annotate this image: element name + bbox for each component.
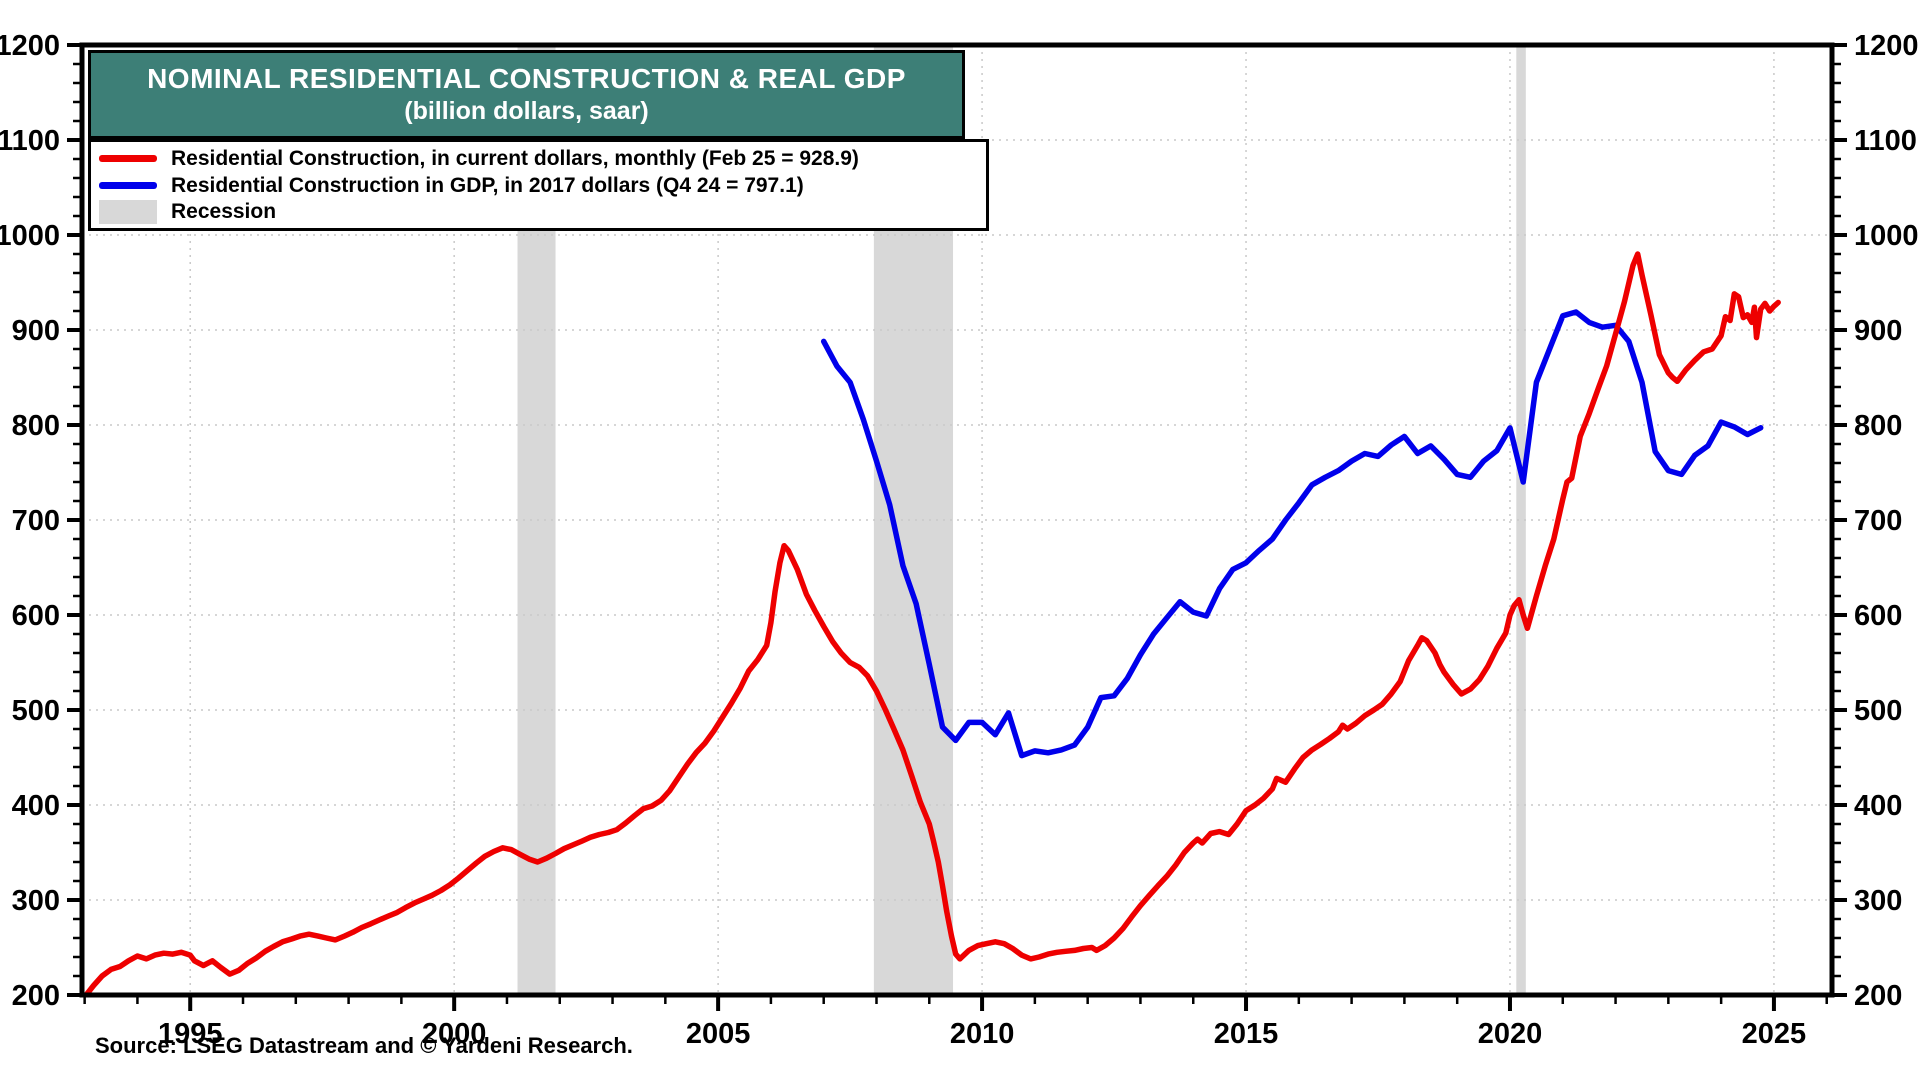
legend-label: Residential Construction, in current dol… (171, 146, 859, 170)
legend: Residential Construction, in current dol… (88, 139, 989, 231)
x-axis-label: 2010 (950, 1018, 1015, 1050)
y-axis-label-left: 700 (12, 505, 60, 537)
legend-item-blue-series: Residential Construction in GDP, in 2017… (99, 173, 978, 198)
y-axis-label-right: 1200 (1854, 30, 1919, 62)
y-axis-label-left: 500 (12, 695, 60, 727)
y-axis-label-left: 800 (12, 410, 60, 442)
chart-title: NOMINAL RESIDENTIAL CONSTRUCTION & REAL … (147, 63, 906, 94)
y-axis-label-left: 600 (12, 600, 60, 632)
x-axis-label: 2015 (1214, 1018, 1279, 1050)
y-axis-label-right: 400 (1854, 790, 1902, 822)
y-axis-label-right: 700 (1854, 505, 1902, 537)
y-axis-label-left: 200 (12, 980, 60, 1012)
legend-item-red-series: Residential Construction, in current dol… (99, 146, 978, 171)
y-axis-label-right: 900 (1854, 315, 1902, 347)
legend-item-recession: Recession (99, 199, 978, 224)
x-axis-label: 1995 (158, 1018, 223, 1050)
legend-label: Recession (171, 200, 277, 224)
y-axis-label-left: 1200 (0, 30, 60, 62)
y-axis-label-right: 200 (1854, 980, 1902, 1012)
blue-line-swatch-icon (99, 181, 157, 189)
y-axis-label-left: 1100 (0, 125, 60, 157)
y-axis-label-right: 800 (1854, 410, 1902, 442)
y-axis-label-right: 300 (1854, 885, 1902, 917)
y-axis-label-left: 900 (12, 315, 60, 347)
chart-subtitle: (billion dollars, saar) (404, 97, 649, 125)
x-axis-label: 2020 (1478, 1018, 1543, 1050)
recession-band-swatch-icon (99, 199, 157, 224)
x-axis-label: 2005 (686, 1018, 751, 1050)
x-axis-label: 2025 (1742, 1018, 1807, 1050)
chart-title-box: NOMINAL RESIDENTIAL CONSTRUCTION & REAL … (88, 50, 965, 139)
series-red-line (82, 251, 1781, 995)
source-attribution: Source: LSEG Datastream and © Yardeni Re… (95, 1033, 633, 1058)
series-lines (82, 251, 1781, 995)
legend-label: Residential Construction in GDP, in 2017… (171, 173, 804, 197)
red-line-swatch-icon (99, 154, 157, 162)
axis-ticks (67, 43, 1847, 1011)
y-axis-label-right: 500 (1854, 695, 1902, 727)
y-axis-label-right: 1100 (1854, 125, 1917, 157)
y-axis-label-left: 400 (12, 790, 60, 822)
y-axis-label-left: 1000 (0, 220, 60, 252)
x-axis-label: 2000 (422, 1018, 487, 1050)
y-axis-label-right: 1000 (1854, 220, 1919, 252)
series-blue-line (820, 309, 1764, 759)
y-axis-label-left: 300 (12, 885, 60, 917)
recession-band (1516, 45, 1526, 995)
y-axis-label-right: 600 (1854, 600, 1902, 632)
